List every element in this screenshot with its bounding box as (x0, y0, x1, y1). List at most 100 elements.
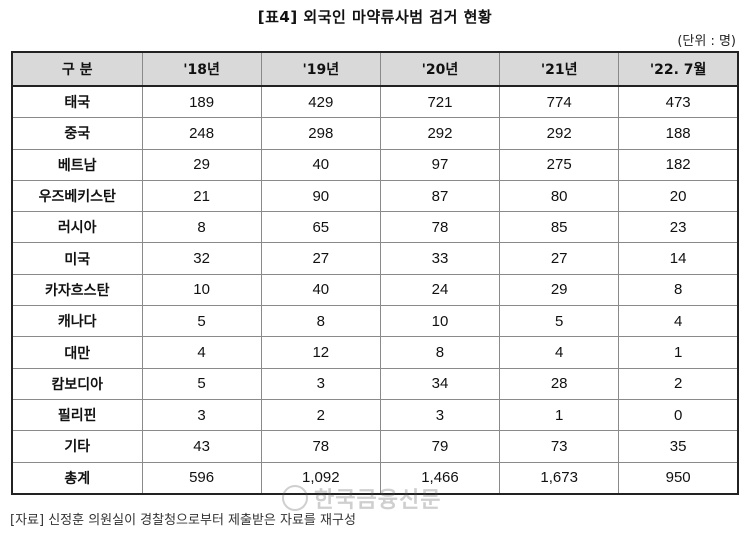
table-cell: 596 (141, 461, 262, 495)
row-label: 대만 (11, 336, 143, 369)
table-cell: 40 (260, 273, 381, 307)
table-cell: 188 (618, 117, 739, 150)
table-cell: 3 (379, 398, 501, 432)
table-cell: 78 (260, 430, 381, 463)
table-row: 태국 189 429 721 774 473 (11, 85, 739, 119)
table-cell: 950 (618, 461, 739, 495)
table-cell: 248 (141, 117, 262, 150)
table-cell: 85 (499, 211, 620, 244)
table-cell: 65 (260, 211, 381, 244)
row-label: 태국 (11, 85, 143, 119)
table-row: 캐나다 5 8 10 5 4 (11, 305, 739, 338)
unit-label: (단위 : 명) (677, 34, 736, 49)
table-row: 러시아 8 65 78 85 23 (11, 211, 739, 244)
table-cell: 1,092 (260, 461, 381, 495)
table-cell: 73 (499, 430, 620, 463)
table-cell: 87 (379, 179, 501, 213)
column-header: 구 분 (11, 51, 143, 87)
row-label: 필리핀 (11, 398, 143, 432)
table-row: 캄보디아 5 3 34 28 2 (11, 367, 739, 400)
table-row: 필리핀 3 2 3 1 0 (11, 398, 739, 432)
column-header: '21년 (499, 51, 620, 87)
row-label: 총계 (11, 461, 143, 495)
table-cell: 3 (141, 398, 262, 432)
table-cell: 23 (618, 211, 739, 244)
table-cell: 292 (379, 117, 501, 150)
row-label: 카자흐스탄 (11, 273, 143, 307)
table-cell: 1,466 (379, 461, 501, 495)
table-cell: 5 (499, 305, 620, 338)
table-cell: 34 (379, 367, 501, 400)
table-cell: 429 (260, 85, 381, 119)
source-note: [자료] 신정훈 의원실이 경찰청으로부터 제출받은 자료를 재구성 (10, 513, 356, 528)
table-cell: 29 (499, 273, 620, 307)
table-cell: 182 (618, 148, 739, 181)
row-label: 미국 (11, 242, 143, 275)
table-row: 중국 248 298 292 292 188 (11, 117, 739, 150)
table-cell: 189 (141, 85, 262, 119)
column-header: '22. 7월 (618, 51, 739, 87)
table-cell: 275 (499, 148, 620, 181)
table-cell: 35 (618, 430, 739, 463)
table-cell: 21 (141, 179, 262, 213)
table-cell: 27 (499, 242, 620, 275)
table-cell: 40 (260, 148, 381, 181)
table-cell: 12 (260, 336, 381, 369)
table-cell: 292 (499, 117, 620, 150)
table-cell: 4 (618, 305, 739, 338)
table-row: 총계 596 1,092 1,466 1,673 950 (11, 461, 739, 495)
table-row: 카자흐스탄 10 40 24 29 8 (11, 273, 739, 307)
table-title: [표4] 외국인 마약류사범 검거 현황 (257, 8, 493, 26)
table-row: 우즈베키스탄 21 90 87 80 20 (11, 179, 739, 213)
column-header: '20년 (379, 51, 501, 87)
table-cell: 3 (260, 367, 381, 400)
table-cell: 8 (618, 273, 739, 307)
table-cell: 10 (141, 273, 262, 307)
table-cell: 1 (618, 336, 739, 369)
column-header: '19년 (260, 51, 381, 87)
table-cell: 78 (379, 211, 501, 244)
table-cell: 4 (499, 336, 620, 369)
table-cell: 1,673 (499, 461, 620, 495)
table-row: 대만 4 12 8 4 1 (11, 336, 739, 369)
table-cell: 8 (379, 336, 501, 369)
table-cell: 10 (379, 305, 501, 338)
table-cell: 8 (260, 305, 381, 338)
row-label: 러시아 (11, 211, 143, 244)
table-cell: 14 (618, 242, 739, 275)
table-cell: 27 (260, 242, 381, 275)
row-label: 베트남 (11, 148, 143, 181)
table-cell: 473 (618, 85, 739, 119)
table-cell: 80 (499, 179, 620, 213)
table-row: 기타 43 78 79 73 35 (11, 430, 739, 463)
table-cell: 721 (379, 85, 501, 119)
row-label: 캐나다 (11, 305, 143, 338)
table-cell: 4 (141, 336, 262, 369)
table-cell: 28 (499, 367, 620, 400)
table-cell: 0 (618, 398, 739, 432)
table-cell: 29 (141, 148, 262, 181)
table-cell: 5 (141, 367, 262, 400)
table-cell: 298 (260, 117, 381, 150)
arrest-stats-table: 구 분 '18년 '19년 '20년 '21년 '22. 7월 태국 189 429… (11, 51, 739, 495)
table-cell: 24 (379, 273, 501, 307)
table-cell: 32 (141, 242, 262, 275)
table-cell: 97 (379, 148, 501, 181)
row-label: 캄보디아 (11, 367, 143, 400)
table-cell: 774 (499, 85, 620, 119)
table-header-row: 구 분 '18년 '19년 '20년 '21년 '22. 7월 (11, 51, 739, 87)
table-cell: 90 (260, 179, 381, 213)
table-cell: 33 (379, 242, 501, 275)
table-body: 태국 189 429 721 774 473 중국 248 298 292 292 188 베트남 29 4… (11, 85, 739, 495)
table-cell: 1 (499, 398, 620, 432)
table-cell: 2 (618, 367, 739, 400)
table-cell: 79 (379, 430, 501, 463)
table-row: 베트남 29 40 97 275 182 (11, 148, 739, 181)
row-label: 기타 (11, 430, 143, 463)
table-cell: 2 (260, 398, 381, 432)
column-header: '18년 (141, 51, 262, 87)
table-cell: 43 (141, 430, 262, 463)
table-cell: 8 (141, 211, 262, 244)
table-cell: 5 (141, 305, 262, 338)
table-cell: 20 (618, 179, 739, 213)
